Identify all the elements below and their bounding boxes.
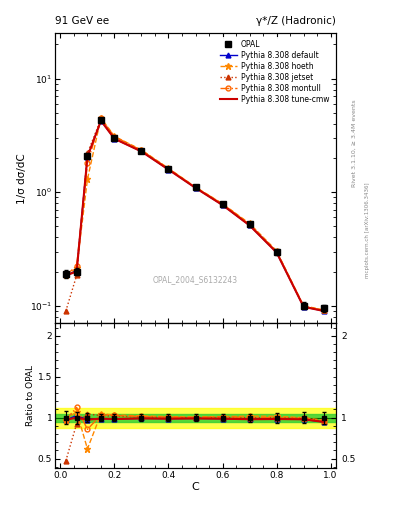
Y-axis label: Ratio to OPAL: Ratio to OPAL — [26, 366, 35, 426]
Legend: OPAL, Pythia 8.308 default, Pythia 8.308 hoeth, Pythia 8.308 jetset, Pythia 8.30: OPAL, Pythia 8.308 default, Pythia 8.308… — [217, 37, 332, 107]
Text: 91 GeV ee: 91 GeV ee — [55, 15, 109, 26]
Bar — [55, 414, 336, 422]
X-axis label: C: C — [192, 482, 199, 492]
Text: γ*/Z (Hadronic): γ*/Z (Hadronic) — [256, 15, 336, 26]
Text: OPAL_2004_S6132243: OPAL_2004_S6132243 — [153, 275, 238, 284]
Y-axis label: 1/σ dσ/dC: 1/σ dσ/dC — [17, 153, 27, 204]
Bar — [55, 408, 336, 428]
Text: mcplots.cern.ch [arXiv:1306.3436]: mcplots.cern.ch [arXiv:1306.3436] — [365, 183, 371, 278]
Text: Rivet 3.1.10, ≥ 3.4M events: Rivet 3.1.10, ≥ 3.4M events — [352, 99, 357, 187]
